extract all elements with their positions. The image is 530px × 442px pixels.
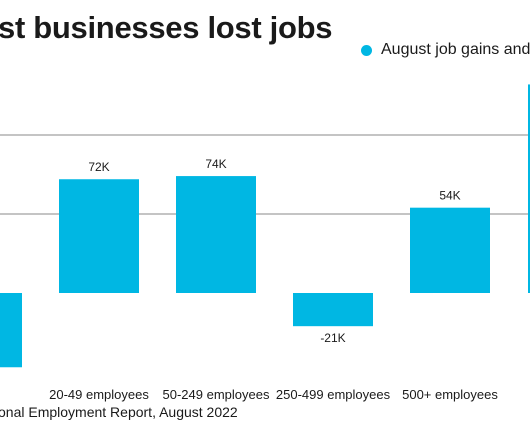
data-label: 54K (439, 189, 460, 203)
x-tick-label: 50-249 employees (163, 387, 270, 402)
bar-5 (528, 84, 530, 293)
legend-label: August job gains and (381, 41, 530, 58)
bar-2 (176, 176, 256, 293)
legend-swatch (361, 44, 372, 56)
data-label: 72K (88, 160, 109, 174)
x-tick-label: 250-499 employees (276, 387, 391, 402)
legend: August job gains and (361, 41, 530, 59)
bar-4 (410, 207, 490, 293)
data-label: 74K (205, 157, 226, 171)
bar-3 (293, 293, 373, 327)
data-label: -21K (320, 331, 345, 345)
chart-title: st businesses lost jobs (0, 10, 333, 45)
bar-1 (59, 179, 139, 293)
x-tick-label: 20-49 employees (49, 387, 149, 402)
bar-0 (0, 293, 22, 368)
x-tick-label: 500+ employees (402, 387, 498, 402)
source-note: onal Employment Report, August 2022 (0, 404, 238, 420)
